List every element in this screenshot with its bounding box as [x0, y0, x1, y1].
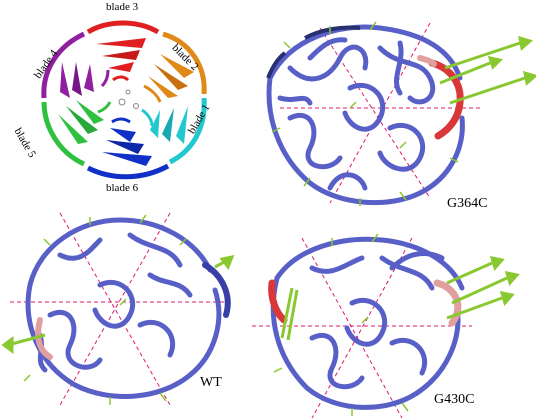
blade-3-ribbon [86, 20, 160, 82]
wt-panel: WT [0, 205, 250, 420]
small-arrows [271, 21, 459, 206]
g364c-label: G364C [447, 196, 488, 211]
blade-2-ribbon [143, 31, 207, 103]
hinge-region [35, 262, 231, 360]
blade-6-ribbon [86, 117, 170, 180]
blade-4-ribbon [41, 31, 110, 99]
small-arrows [273, 233, 409, 416]
motion-arrows [1, 254, 235, 354]
g364c-tube-figure [266, 21, 536, 206]
backbone-tube [270, 236, 465, 410]
backbone-tube [266, 24, 465, 206]
blade-topology-panel: blade 3 blade 2 blade 1 blade 6 blade 5 … [12, 1, 228, 194]
symmetry-axes [10, 212, 230, 406]
g430c-panel: G430C [252, 228, 536, 420]
hinge-region [417, 55, 464, 140]
hinge-region [268, 279, 462, 327]
motion-arrows [280, 256, 520, 341]
wt-tube-figure [1, 212, 235, 406]
g430c-label: G430C [434, 392, 475, 407]
blade-1-ribbon [141, 97, 207, 165]
backbone-tube [25, 217, 222, 399]
symmetry-axes [252, 237, 472, 419]
g364c-panel: G364C [250, 8, 536, 223]
blade-ribbon-figure [41, 20, 207, 180]
motion-arrows [439, 35, 536, 105]
blade-3-label: blade 3 [106, 1, 139, 13]
blade-5-ribbon [41, 100, 112, 167]
wt-label: WT [200, 375, 222, 390]
blade-6-label: blade 6 [106, 182, 139, 194]
small-arrows [23, 214, 187, 405]
central-channel-details [118, 89, 139, 109]
g430c-tube-figure [252, 233, 520, 419]
